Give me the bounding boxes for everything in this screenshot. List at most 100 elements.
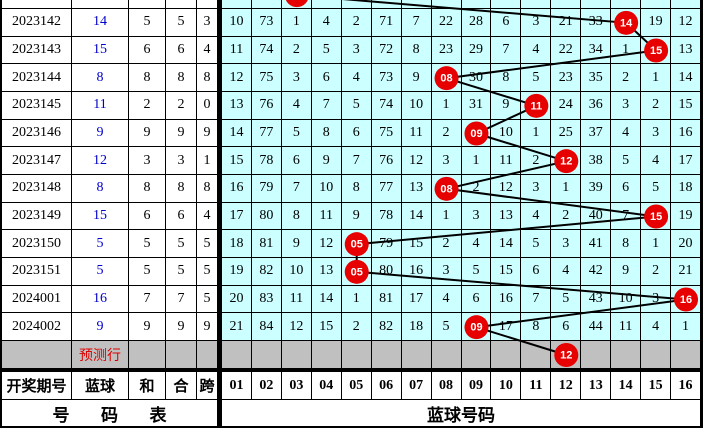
ball-cell: 14 (311, 285, 342, 314)
ball-cell: 3 (641, 119, 672, 148)
ball-cell: 4 (461, 230, 492, 258)
blue-value-cell: 5 (72, 258, 129, 286)
partial-ball-cell (551, 0, 582, 9)
ball-cell: 78 (371, 202, 402, 231)
he-cell: 3 (166, 147, 197, 175)
ball-cell: 5 (311, 36, 342, 65)
ball-cell: 20 (222, 285, 252, 314)
partial-left-cell (72, 0, 129, 9)
he-cell: 6 (166, 202, 197, 231)
ball-cell: 4 (521, 36, 552, 65)
ball-cell: 10 (281, 258, 312, 286)
ball-cell: 5 (521, 230, 552, 258)
prediction-ball-cell (371, 341, 402, 369)
ball-cell: 18 (401, 313, 432, 341)
ball-cell: 17 (491, 313, 522, 341)
ball-cell: 41 (581, 230, 612, 258)
ball-cell: 5 (281, 119, 312, 148)
period-cell: 2023142 (2, 9, 72, 37)
ball-cell: 16 (671, 119, 701, 148)
span-cell: 9 (197, 313, 218, 341)
ball-cell (611, 9, 642, 37)
ball-header: 13 (581, 372, 612, 400)
right-outer-border (701, 0, 703, 428)
ball-cell: 3 (641, 285, 672, 314)
period-cell: 2024001 (2, 285, 72, 314)
ball-cell: 75 (371, 119, 402, 148)
ball-cell: 82 (251, 258, 282, 286)
ball-cell: 17 (401, 285, 432, 314)
ball-cell: 21 (671, 258, 701, 286)
partial-left-cell (2, 0, 72, 9)
sum-cell: 9 (129, 313, 166, 341)
blue-value-cell: 11 (72, 92, 129, 120)
ball-cell (671, 285, 701, 314)
he-cell: 8 (166, 175, 197, 203)
ball-cell: 4 (611, 119, 642, 148)
ball-cell: 33 (581, 9, 612, 37)
ball-cell: 1 (341, 285, 372, 314)
ball-cell: 2 (461, 175, 492, 203)
ball-header: 08 (431, 372, 462, 400)
ball-cell: 12 (311, 230, 342, 258)
ball-cell: 79 (251, 175, 282, 203)
ball-cell: 21 (222, 313, 252, 341)
bottom-outer-border (0, 426, 703, 428)
ball-cell: 10 (491, 119, 522, 148)
prediction-ball-cell (281, 341, 312, 369)
period-cell: 2023147 (2, 147, 72, 175)
ball-cell: 76 (251, 92, 282, 120)
ball-cell: 15 (671, 92, 701, 120)
ball-cell: 2 (431, 230, 462, 258)
blue-value-cell: 9 (72, 119, 129, 148)
span-cell: 5 (197, 230, 218, 258)
ball-header: 04 (311, 372, 342, 400)
ball-cell: 19 (671, 202, 701, 231)
blue-value-cell: 14 (72, 9, 129, 37)
ball-header: 09 (461, 372, 492, 400)
ball-header: 03 (281, 372, 312, 400)
prediction-left-cell (197, 341, 218, 369)
he-cell: 5 (166, 9, 197, 37)
partial-left-cell (166, 0, 197, 9)
ball-cell: 74 (251, 36, 282, 65)
header-period: 开奖期号 (2, 372, 72, 400)
he-cell: 9 (166, 119, 197, 148)
ball-cell: 30 (461, 64, 492, 92)
ball-cell: 3 (431, 147, 462, 175)
ball-cell: 9 (491, 92, 522, 120)
ball-cell: 11 (281, 285, 312, 314)
ball-cell: 4 (311, 9, 342, 37)
sum-cell: 3 (129, 147, 166, 175)
ball-header: 10 (491, 372, 522, 400)
ball-cell: 1 (281, 9, 312, 37)
ball-cell: 13 (222, 92, 252, 120)
he-cell: 9 (166, 313, 197, 341)
ball-cell: 8 (281, 202, 312, 231)
ball-cell: 83 (251, 285, 282, 314)
ball-cell: 13 (491, 202, 522, 231)
prediction-ball-cell (431, 341, 462, 369)
ball-cell: 35 (581, 64, 612, 92)
ball-cell: 15 (222, 147, 252, 175)
ball-cell: 1 (641, 64, 672, 92)
span-cell: 0 (197, 92, 218, 120)
ball-cell: 13 (311, 258, 342, 286)
ball-cell: 73 (371, 64, 402, 92)
partial-ball-cell (401, 0, 432, 9)
ball-cell: 14 (671, 64, 701, 92)
ball-cell: 10 (311, 175, 342, 203)
ball-cell: 12 (401, 147, 432, 175)
partial-ball-cell (311, 0, 342, 9)
left-outer-border (0, 0, 2, 428)
he-cell: 7 (166, 285, 197, 314)
ball-cell: 81 (251, 230, 282, 258)
ball-cell: 29 (461, 36, 492, 65)
ball-cell: 79 (371, 230, 402, 258)
ball-cell: 7 (281, 175, 312, 203)
partial-ball-cell (671, 0, 701, 9)
ball-cell: 12 (222, 64, 252, 92)
period-cell: 2023144 (2, 64, 72, 92)
ball-cell: 18 (671, 175, 701, 203)
ball-cell (431, 175, 462, 203)
